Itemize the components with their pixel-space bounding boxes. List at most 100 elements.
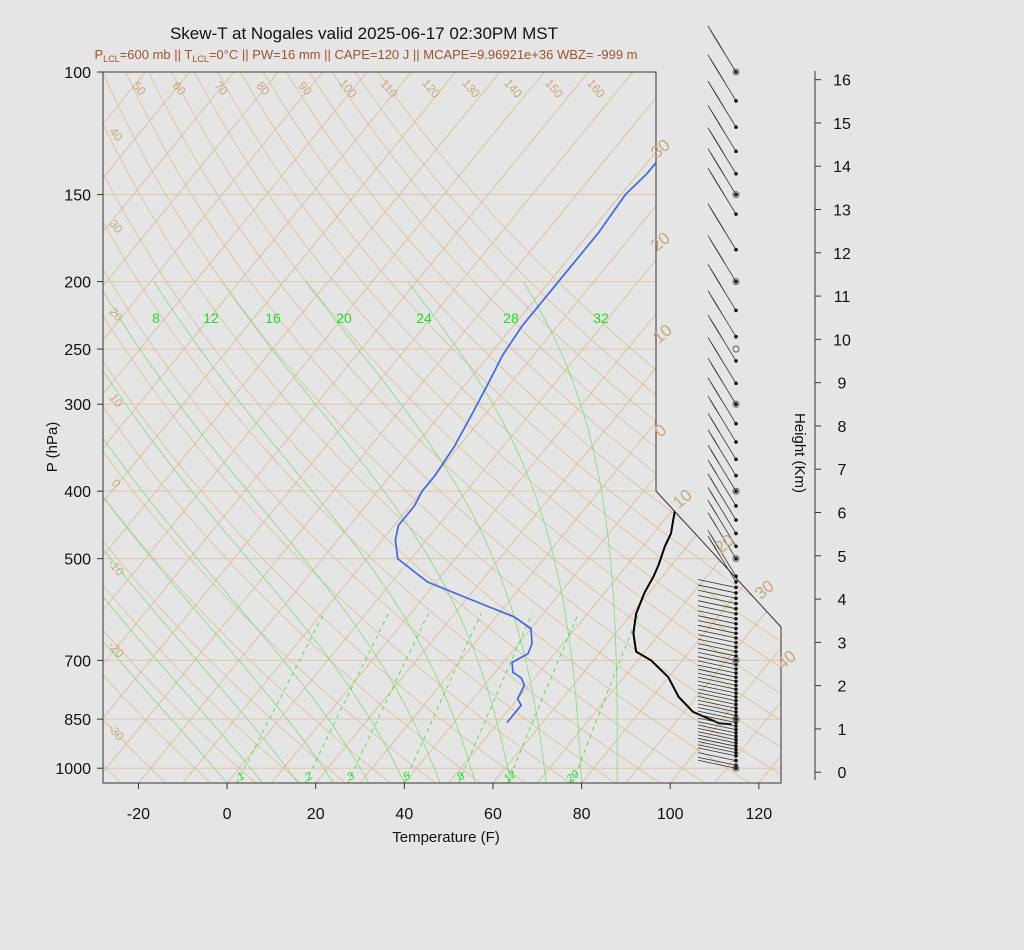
- moist-adiabat: [153, 281, 476, 783]
- isotherm-line: [103, 72, 279, 783]
- dry-adiabat: [217, 72, 781, 783]
- barb-marker: [732, 656, 740, 664]
- barb-point: [734, 737, 738, 742]
- barb-marker: [732, 191, 740, 199]
- dry-adiabat: [377, 72, 781, 783]
- mixing-ratio-label: 8: [152, 310, 160, 326]
- x-axis-label: Temperature (F): [392, 829, 500, 846]
- wind-barb: [697, 629, 738, 640]
- x-tick-label: 60: [484, 806, 502, 823]
- barb-marker: [732, 68, 740, 76]
- mixing-ratio-label: 20: [336, 310, 352, 326]
- x-tick-label: 100: [657, 806, 684, 823]
- wind-barb: [707, 25, 738, 74]
- barb-point: [734, 675, 738, 679]
- barb-point: [734, 724, 738, 728]
- x-tick-label: 80: [573, 806, 591, 823]
- mixing-ratio-line: [305, 613, 389, 783]
- wind-barb: [697, 643, 738, 654]
- isotherm-line: [103, 72, 678, 783]
- isotherm-label: 10: [669, 485, 696, 512]
- height-tick-label: 10: [833, 332, 851, 349]
- wind-barb: [697, 624, 738, 636]
- moist-adiabat: [103, 281, 334, 783]
- y-tick-label: 500: [64, 552, 91, 569]
- barb-point: [734, 457, 738, 462]
- dry-adiabat: [103, 72, 706, 783]
- barb-point: [734, 671, 738, 675]
- wind-barb: [707, 235, 738, 284]
- barb-point: [734, 99, 738, 103]
- isotherm-line: [103, 72, 545, 783]
- barb-point: [734, 683, 738, 688]
- wind-barb: [697, 660, 738, 671]
- isobar-lines: [103, 72, 781, 769]
- dry-adiabat: [0, 72, 76, 783]
- isotherm-line: [315, 72, 781, 783]
- wind-barb: [697, 710, 738, 721]
- wind-barb: [697, 759, 738, 771]
- mixing-ratio-line: [458, 613, 533, 783]
- x-tick-label: 120: [745, 806, 772, 823]
- wind-barb: [697, 656, 738, 667]
- height-axis-label: Height (Km): [791, 413, 808, 493]
- barb-point: [734, 591, 738, 595]
- barb-point: [734, 247, 738, 252]
- wind-barb: [707, 395, 738, 444]
- height-tick-label: 3: [838, 635, 847, 652]
- barb-point: [734, 649, 738, 654]
- moist-adiabat: [103, 281, 405, 783]
- barb-point: [734, 489, 738, 493]
- isotherm-label: 20: [711, 530, 738, 557]
- barb-point: [734, 359, 738, 363]
- dry-adiabat: [308, 72, 781, 783]
- wind-barb: [697, 717, 738, 728]
- barb-point: [734, 531, 738, 536]
- mixing-ratio-lines: [236, 613, 640, 783]
- wind-barb: [697, 615, 738, 626]
- dry-adiabat: [103, 72, 616, 783]
- isotherm-line: [103, 72, 501, 783]
- mixing-ratio-line: [403, 613, 482, 783]
- isotherm-line: [848, 72, 1024, 783]
- isotherm-line: [536, 72, 781, 783]
- y-tick-label: 1000: [55, 761, 91, 778]
- barb-marker: [732, 764, 740, 772]
- wind-barb: [697, 727, 738, 739]
- dry-adiabat: [331, 72, 781, 783]
- dry-adiabat: [103, 72, 781, 783]
- dry-adiabat: [103, 72, 167, 783]
- moist-adiabat: [103, 281, 441, 783]
- wind-barb: [707, 512, 738, 561]
- dry-adiabat: [103, 72, 571, 783]
- barb-point: [734, 645, 738, 649]
- y-tick-label: 400: [64, 484, 91, 501]
- barb-point: [734, 750, 738, 755]
- dry-adiabat: [103, 72, 526, 783]
- wind-barb: [697, 747, 738, 758]
- wind-barb: [707, 127, 738, 176]
- dry-adiabat: [148, 72, 781, 783]
- wind-barb: [697, 688, 738, 699]
- isotherm-line: [138, 72, 722, 783]
- barb-point: [734, 758, 738, 763]
- wind-barb: [707, 500, 738, 549]
- isotherm-line: [936, 72, 1024, 783]
- moist-adiabat: [103, 281, 228, 783]
- y-tick-label: 150: [64, 188, 91, 205]
- isotherm-line: [892, 72, 1024, 783]
- barb-point: [734, 192, 738, 197]
- moist-adiabat: [305, 281, 547, 783]
- barb-point: [734, 626, 738, 631]
- dry-adiabat: [262, 72, 781, 783]
- wind-barbs: [697, 25, 740, 772]
- barb-point: [734, 606, 738, 611]
- wind-barb: [707, 429, 738, 478]
- barb-point: [734, 212, 738, 216]
- height-tick-label: 11: [834, 289, 851, 306]
- barb-point: [734, 402, 738, 406]
- y-tick-label: 200: [64, 275, 91, 292]
- isotherm-line: [0, 72, 13, 783]
- barb-point: [734, 702, 738, 707]
